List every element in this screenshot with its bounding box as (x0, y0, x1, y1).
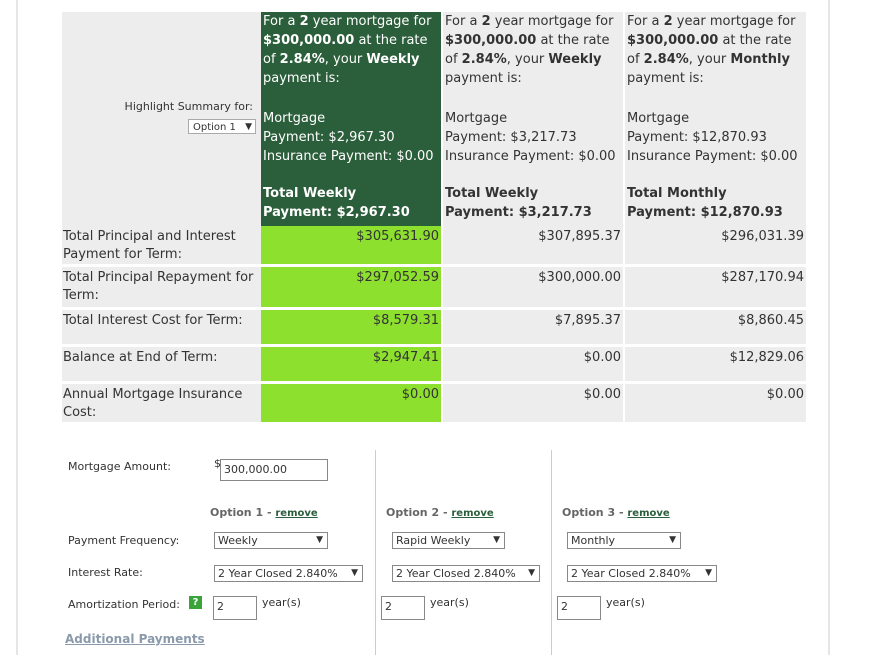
chevron-down-icon: ▼ (316, 535, 323, 545)
mortgage-payment: Mortgage Payment: $12,870.93 Insurance P… (627, 111, 798, 164)
option-2-title: Option 2 - remove (386, 506, 494, 519)
chevron-down-icon: ▼ (669, 535, 676, 545)
chevron-down-icon: ▼ (705, 568, 712, 578)
interest-rate-select-2[interactable]: 2 Year Closed 2.840% ▼ (392, 565, 540, 582)
chevron-down-icon: ▼ (245, 122, 252, 132)
payment-frequency-select-2[interactable]: Rapid Weekly ▼ (392, 532, 505, 549)
column-divider (551, 450, 552, 655)
payment-frequency-label: Payment Frequency: (68, 534, 180, 547)
summary-option-1: For a 2 year mortgage for $300,000.00 at… (261, 12, 441, 226)
chevron-down-icon: ▼ (493, 535, 500, 545)
amortization-input-1[interactable]: 2 (213, 596, 257, 620)
highlight-summary-select[interactable]: Option 1 ▼ (188, 119, 256, 134)
remove-option-3-link[interactable]: remove (627, 508, 670, 519)
additional-payments-link[interactable]: Additional Payments (65, 632, 205, 646)
payment-frequency-select-1[interactable]: Weekly ▼ (214, 532, 328, 549)
mortgage-amount-input[interactable]: 300,000.00 (220, 459, 328, 481)
interest-rate-label: Interest Rate: (68, 566, 143, 579)
summary-heading: For a 2 year mortgage for $300,000.00 at… (627, 14, 796, 86)
total-payment: Total Weekly Payment: $2,967.30 (263, 186, 410, 220)
chevron-down-icon: ▼ (528, 568, 535, 578)
mortgage-payment: Mortgage Payment: $3,217.73 Insurance Pa… (445, 111, 616, 164)
remove-option-1-link[interactable]: remove (275, 508, 318, 519)
table-row: Total Principal and Interest Payment for… (62, 226, 806, 264)
amortization-period-label: Amortization Period: (68, 598, 180, 611)
interest-rate-select-3[interactable]: 2 Year Closed 2.840% ▼ (567, 565, 717, 582)
remove-option-2-link[interactable]: remove (451, 508, 494, 519)
payment-frequency-select-3[interactable]: Monthly ▼ (567, 532, 681, 549)
years-unit-label: year(s) (430, 596, 469, 609)
summary-heading: For a 2 year mortgage for $300,000.00 at… (263, 14, 432, 86)
option-3-title: Option 3 - remove (562, 506, 670, 519)
amortization-input-2[interactable]: 2 (381, 596, 425, 620)
help-icon[interactable]: ? (189, 596, 202, 609)
table-row: Balance at End of Term: $2,947.41 $0.00 … (62, 347, 806, 381)
summary-option-2: For a 2 year mortgage for $300,000.00 at… (443, 12, 623, 226)
summary-option-3: For a 2 year mortgage for $300,000.00 at… (625, 12, 806, 226)
table-row: Total Interest Cost for Term: $8,579.31 … (62, 310, 806, 344)
total-payment: Total Weekly Payment: $3,217.73 (445, 186, 592, 220)
total-payment: Total Monthly Payment: $12,870.93 (627, 186, 783, 220)
option-1-title: Option 1 - remove (210, 506, 318, 519)
currency-symbol: $ (214, 457, 221, 470)
table-row: Annual Mortgage Insurance Cost: $0.00 $0… (62, 384, 806, 422)
years-unit-label: year(s) (262, 596, 301, 609)
summary-heading: For a 2 year mortgage for $300,000.00 at… (445, 14, 614, 86)
amortization-input-3[interactable]: 2 (557, 596, 601, 620)
years-unit-label: year(s) (606, 596, 645, 609)
mortgage-payment: Mortgage Payment: $2,967.30 Insurance Pa… (263, 111, 434, 164)
highlight-summary-label: Highlight Summary for: (124, 100, 253, 113)
chevron-down-icon: ▼ (351, 568, 358, 578)
table-row: Total Principal Repayment for Term: $297… (62, 267, 806, 307)
summary-label-column: Highlight Summary for: Option 1 ▼ (62, 12, 261, 226)
column-divider (375, 450, 376, 655)
interest-rate-select-1[interactable]: 2 Year Closed 2.840% ▼ (214, 565, 363, 582)
mortgage-amount-label: Mortgage Amount: (68, 460, 171, 473)
